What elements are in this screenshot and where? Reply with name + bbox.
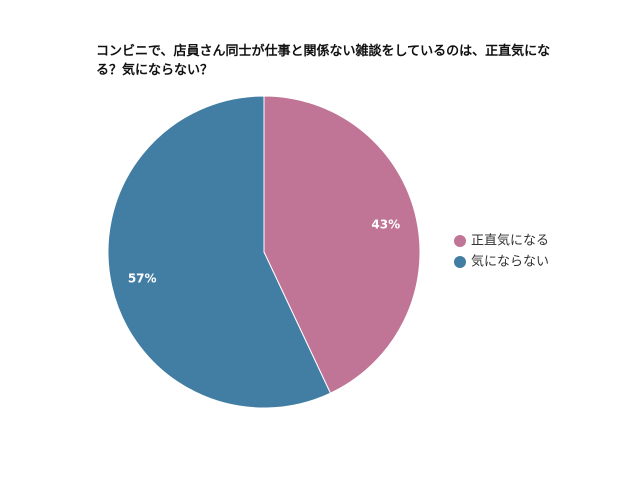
data-label: 43%: [371, 217, 400, 231]
legend-label: 正直気になる: [471, 233, 549, 249]
chart-title: コンビニで、店員さん同士が仕事と関係ない雑談をしているのは、正直気になる？気にな…: [96, 44, 551, 78]
legend-marker: [454, 235, 466, 247]
legend-marker: [454, 256, 466, 268]
legend-label: 気にならない: [471, 254, 549, 270]
pie-slice: [263, 95, 421, 394]
pie-slice: [107, 95, 332, 409]
data-label: 57%: [128, 272, 157, 286]
